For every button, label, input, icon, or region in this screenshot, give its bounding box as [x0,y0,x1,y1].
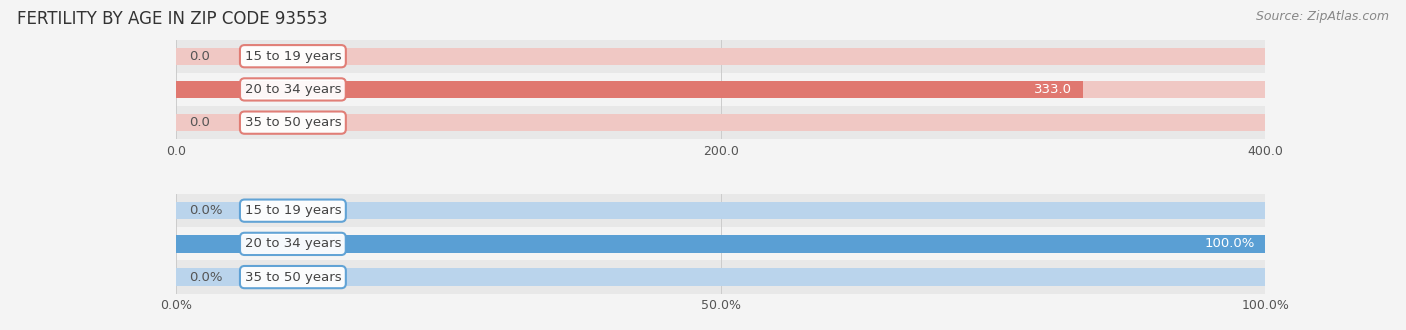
Text: 0.0%: 0.0% [188,204,222,217]
Text: 35 to 50 years: 35 to 50 years [245,116,342,129]
Bar [176,81,1265,98]
Bar [176,73,1265,106]
Text: 20 to 34 years: 20 to 34 years [245,83,342,96]
Text: 15 to 19 years: 15 to 19 years [245,204,342,217]
Bar [176,81,1083,98]
Text: 0.0: 0.0 [188,50,209,63]
Bar [176,114,1265,131]
Text: FERTILITY BY AGE IN ZIP CODE 93553: FERTILITY BY AGE IN ZIP CODE 93553 [17,10,328,28]
Bar [176,269,1265,286]
Bar [176,235,1265,252]
Text: 35 to 50 years: 35 to 50 years [245,271,342,283]
Text: 0.0: 0.0 [188,116,209,129]
Bar [176,202,1265,219]
Bar [176,106,1265,139]
Text: 15 to 19 years: 15 to 19 years [245,50,342,63]
Bar [176,48,1265,65]
Bar [176,40,1265,73]
Bar [176,260,1265,294]
Bar [176,235,1265,252]
Bar [176,227,1265,260]
Text: Source: ZipAtlas.com: Source: ZipAtlas.com [1256,10,1389,23]
Text: 20 to 34 years: 20 to 34 years [245,237,342,250]
Text: 333.0: 333.0 [1033,83,1071,96]
Bar [176,194,1265,227]
Text: 0.0%: 0.0% [188,271,222,283]
Text: 100.0%: 100.0% [1204,237,1254,250]
